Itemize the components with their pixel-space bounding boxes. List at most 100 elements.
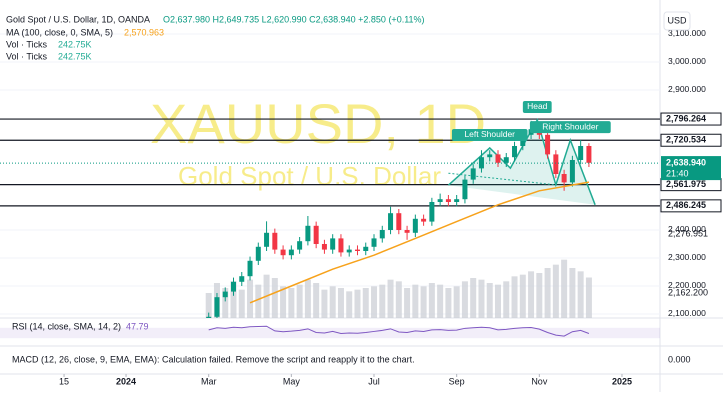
rsi-line [208,325,590,337]
candle-body [553,154,559,174]
candle-body [214,297,220,317]
candle-body [379,229,385,239]
annotation-box [522,100,552,113]
volume-bar [470,278,477,318]
legend-ma: MA (100, close, 0, SMA, 5) [6,27,113,37]
volume-bar [354,289,361,318]
x-tick-label: Sep [449,376,465,386]
candle-body [495,154,501,163]
candle-body [470,168,476,180]
volume-bar [404,288,411,318]
candle-body [371,238,377,247]
volume-bar [271,278,278,318]
candle-body [578,145,584,160]
last-price-label: 2,638.940 [666,157,706,167]
volume-bar [519,274,526,318]
axis-label: 2,276.951 [668,228,708,238]
macd-axis-label: 0.000 [668,354,691,364]
candle-body [346,249,352,253]
legend-ohlc: O2,637.980 H2,649.735 L2,620.990 C2,638.… [163,14,425,24]
volume-bar [313,283,320,318]
y-tick-label: 3,000.000 [668,56,706,66]
volume-bar [420,286,427,318]
axis-label: 2,162.200 [668,287,708,297]
volume-bar [428,283,435,318]
volume-bar [230,281,237,318]
candle-body [445,199,451,202]
candle-body [239,276,245,282]
volume-bar [304,279,311,318]
volume-bar [205,293,212,318]
candle-body [569,159,575,183]
annotation: Left Shoulder [464,129,515,139]
candle-body [272,232,278,250]
currency[interactable]: USD [667,15,687,25]
legend-symbol: Gold Spot / U.S. Dollar, 1D, OANDA [6,14,150,24]
candle-body [586,145,592,163]
volume-bar [337,288,344,318]
volume-bar [569,268,576,318]
watermark-sub: Gold Spot / U.S. Dollar [178,161,441,191]
volume-bar [395,281,402,318]
volume-bar [379,284,386,318]
volume-bar [528,271,535,318]
candle-body [321,243,327,250]
candle-body [354,249,360,251]
volume-bar [445,288,452,318]
level-label-box [660,133,722,147]
x-tick-label: Nov [531,376,548,386]
candle-body [222,291,228,298]
candle-body [437,199,443,202]
volume-bar [247,279,254,318]
y-tick-label: 2,400.000 [668,224,706,234]
x-tick-label: Jul [368,376,380,386]
rsi-band [0,327,660,339]
volume-bar [577,271,584,318]
volume-bar [552,264,559,318]
volume-bar [503,281,510,318]
volume-bar [478,279,485,318]
x-tick-label: 2024 [116,376,136,386]
candle-body [512,145,518,158]
volume-bar [561,259,568,318]
ma-line [249,181,590,304]
volume-bar [296,284,303,318]
volume-bar [362,288,369,318]
volume-bar [387,279,394,318]
level-label-box [660,199,722,213]
volume-bar [238,289,245,318]
candle-body [478,157,484,169]
candle-body [545,134,551,155]
volume-bar [494,284,501,318]
x-tick-label: 2025 [612,376,632,386]
level-label-box [660,112,722,126]
candle-body [363,246,369,251]
rsi-label: RSI (14, close, SMA, 14, 2) [12,321,121,331]
volume-bar [222,288,229,318]
volume-bar [321,289,328,318]
candle-body [462,179,468,200]
volume-bar [486,283,493,318]
candle-body [247,260,253,277]
volume-bar [346,291,353,318]
y-tick-label: 2,300.000 [668,252,706,262]
candle-body [487,154,493,158]
volume-bar [437,284,444,318]
y-tick-label: 2,900.000 [668,84,706,94]
candle-body [404,229,410,233]
volume-bar [536,273,543,318]
currency-box[interactable] [663,11,691,31]
pattern-fill [448,119,596,205]
candle-body [305,225,311,242]
annotation-box [529,121,611,134]
y-tick-label: 2,200.000 [668,280,706,290]
volume-bar [453,286,460,318]
candle-body [206,316,212,318]
candle-body [297,241,303,250]
volume-bar [255,284,262,318]
annotation: Right Shoulder [542,121,598,131]
pattern-line [447,118,596,206]
volume-bar [461,281,468,318]
x-tick-label: 15 [59,376,69,386]
